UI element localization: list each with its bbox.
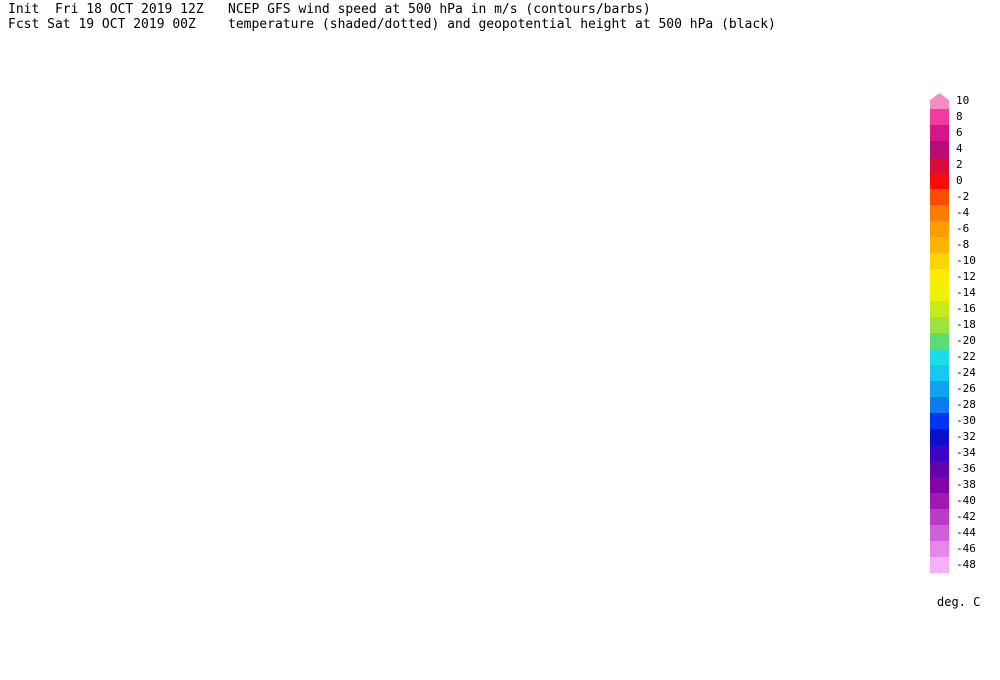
- colorbar-swatch: [930, 205, 949, 221]
- colorbar-label: -16: [956, 302, 976, 315]
- colorbar-label: -28: [956, 398, 976, 411]
- colorbar-label: 10: [956, 94, 970, 107]
- colorbar-label: -6: [956, 222, 970, 235]
- colorbar-swatch: [930, 525, 949, 541]
- colorbar-label: -44: [956, 526, 976, 539]
- colorbar-label: -22: [956, 350, 976, 363]
- temperature-shading: [0, 0, 930, 680]
- colorbar-swatch: [930, 221, 949, 237]
- colorbar-label: -42: [956, 510, 976, 523]
- colorbar-label: -14: [956, 286, 976, 299]
- colorbar-label: -4: [956, 206, 970, 219]
- map-title-line1: NCEP GFS wind speed at 500 hPa in m/s (c…: [228, 2, 651, 17]
- colorbar-swatch: [930, 237, 949, 253]
- colorbar-label: -24: [956, 366, 976, 379]
- colorbar-swatch: [930, 125, 949, 141]
- colorbar-swatch: [930, 93, 949, 109]
- colorbar-swatch: [930, 397, 949, 413]
- colorbar-label: -26: [956, 382, 976, 395]
- colorbar-swatch: [930, 317, 949, 333]
- colorbar-swatch: [930, 285, 949, 301]
- colorbar-swatch: [930, 381, 949, 397]
- colorbar-swatch: [930, 509, 949, 525]
- colorbar-label: -40: [956, 494, 976, 507]
- colorbar-label: 6: [956, 126, 963, 139]
- colorbar-label: 0: [956, 174, 963, 187]
- colorbar-swatch: [930, 349, 949, 365]
- colorbar-label: -12: [956, 270, 976, 283]
- colorbar-label: -38: [956, 478, 976, 491]
- colorbar-label: -30: [956, 414, 976, 427]
- colorbar-swatch: [930, 253, 949, 269]
- map-title-line2: temperature (shaded/dotted) and geopoten…: [228, 17, 776, 32]
- colorbar-label: 8: [956, 110, 963, 123]
- colorbar-label: 4: [956, 142, 963, 155]
- colorbar-label: -20: [956, 334, 976, 347]
- colorbar-label: -36: [956, 462, 976, 475]
- colorbar-swatch: [930, 269, 949, 285]
- colorbar-swatch: [930, 157, 949, 173]
- colorbar-swatch: [930, 141, 949, 157]
- colorbar-label: -10: [956, 254, 976, 267]
- colorbar-label: 2: [956, 158, 963, 171]
- colorbar-swatch: [930, 429, 949, 445]
- colorbar-swatch: [930, 173, 949, 189]
- colorbar-swatch: [930, 557, 949, 573]
- colorbar-label: -48: [956, 558, 976, 571]
- colorbar-swatch: [930, 413, 949, 429]
- colorbar-swatch: [930, 445, 949, 461]
- colorbar-swatch: [930, 477, 949, 493]
- colorbar-label: -32: [956, 430, 976, 443]
- colorbar-label: -8: [956, 238, 970, 251]
- colorbar-label: -2: [956, 190, 970, 203]
- colorbar-units: deg. C: [937, 595, 981, 609]
- colorbar-label: -18: [956, 318, 976, 331]
- colorbar-swatch: [930, 365, 949, 381]
- init-time: Init Fri 18 OCT 2019 12Z: [8, 2, 204, 17]
- map-body: [0, 0, 930, 680]
- colorbar-swatch: [930, 301, 949, 317]
- colorbar-swatch: [930, 493, 949, 509]
- weather-map: [0, 0, 930, 680]
- colorbar-label: -46: [956, 542, 976, 555]
- colorbar-swatch: [930, 541, 949, 557]
- colorbar-label: -34: [956, 446, 976, 459]
- colorbar-swatch: [930, 461, 949, 477]
- colorbar-swatch: [930, 109, 949, 125]
- colorbar-swatch: [930, 333, 949, 349]
- forecast-time: Fcst Sat 19 OCT 2019 00Z: [8, 17, 196, 32]
- colorbar-swatch: [930, 189, 949, 205]
